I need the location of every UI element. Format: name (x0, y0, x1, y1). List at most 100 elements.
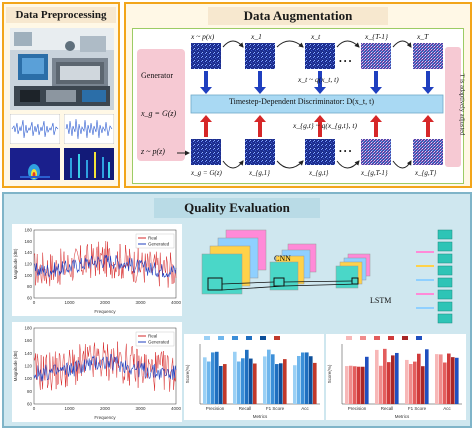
gen-label-T: x_{g,T} (415, 169, 437, 177)
dots-bottom: • • • (339, 147, 352, 156)
gen-tile-t (305, 139, 335, 165)
gen-tile-1 (245, 139, 275, 165)
spectrum-plot-real-vs-generated-1: 60 80 100 120 140 160 180 0 1000 2000 3000 4000 Freq… (12, 224, 182, 316)
legend-swatch (204, 336, 210, 340)
y-tick-label: 180 (24, 228, 32, 233)
generated-process-label: x_{g,t} ~ q(x_{g,t}, t) (293, 121, 357, 130)
legend-swatch (232, 336, 238, 340)
x-axis-label: Metrics (253, 414, 268, 419)
x-tick-label: 4000 (171, 300, 182, 305)
x-tick-label: 3000 (135, 300, 146, 305)
legend-swatch (388, 336, 394, 340)
metric-bar (387, 362, 391, 404)
gen-label-tm1: x_{g,T-1} (361, 169, 388, 177)
lab-equipment-photo (10, 28, 114, 110)
lstm-label: LSTM (370, 296, 392, 305)
y-axis-label: Magnitude (dB) (13, 248, 18, 279)
preprocessing-panel: Data Preprocessing (2, 2, 120, 188)
augmentation-title: Data Augmentation (208, 7, 388, 25)
real-label-t: x_t (311, 32, 321, 41)
augmentation-panel: Data Augmentation Generator x_g = G(z) z… (124, 2, 472, 188)
real-label-T: x_T (417, 32, 429, 41)
metric-bar (309, 356, 313, 404)
gen-label-t: x_{g,t} (309, 169, 329, 177)
y-tick-label: 80 (27, 284, 33, 289)
generated-trace (33, 354, 177, 382)
real-tile-t (305, 43, 335, 69)
gen-tile-T (413, 139, 443, 165)
x-axis-label: Frequency (94, 415, 116, 420)
metric-bar (211, 352, 215, 404)
waveform-thumbnail-1 (10, 114, 60, 144)
legend-real-label: Real (148, 236, 157, 241)
timestep-side-block (445, 47, 461, 167)
spectrogram-thumbnail-1 (10, 148, 60, 180)
metric-bar (375, 349, 379, 404)
metric-bar (383, 348, 387, 404)
metric-bar (379, 365, 383, 404)
metric-bar (275, 364, 279, 404)
metric-bar (305, 352, 309, 404)
metric-bar (425, 349, 429, 404)
real-label-0: x ~ p(x) (191, 32, 215, 41)
x-tick-label: 4000 (171, 406, 182, 411)
legend-generated-label: Generated (148, 242, 170, 247)
real-trace (33, 341, 177, 392)
y-tick-label: 140 (24, 351, 32, 356)
metric-bar (223, 364, 227, 404)
category-label: Precision (206, 406, 225, 411)
forward-process-label: x_t ~ q(x_t, t) (298, 75, 339, 84)
metric-bar (297, 355, 301, 404)
legend-swatch (374, 336, 380, 340)
generated-trace (33, 254, 177, 278)
legend-generated-label: Generated (148, 340, 170, 345)
x-axis-label: Metrics (395, 414, 410, 419)
gen-tile-0 (191, 139, 221, 165)
legend-real-label: Real (148, 334, 157, 339)
metric-bar (417, 353, 421, 404)
metric-bar (233, 351, 237, 404)
metric-bar (245, 349, 249, 404)
metric-bar (301, 352, 305, 404)
real-trace (33, 240, 177, 288)
metric-bar (249, 358, 253, 404)
y-tick-label: 60 (27, 402, 33, 407)
legend-swatch (416, 336, 422, 340)
category-label: Acc (443, 406, 451, 411)
cnn-lstm-diagram (201, 229, 453, 324)
metric-bar (237, 361, 241, 404)
category-label: Acc (301, 406, 309, 411)
metric-bar (421, 366, 425, 404)
metric-bar (203, 357, 207, 404)
discriminator-bar (190, 94, 444, 114)
quality-panel: Quality Evaluation 60 80 100 120 140 160 180 0 1… (2, 192, 472, 428)
y-tick-label: 180 (24, 326, 32, 331)
metric-bar (365, 356, 369, 404)
x-tick-label: 1000 (64, 406, 75, 411)
generator-label: Generator (141, 71, 173, 80)
legend-swatch (274, 336, 280, 340)
metric-bar (293, 365, 297, 404)
metric-bar (353, 366, 357, 404)
metric-bar (253, 363, 257, 404)
noise-equation: z ~ p(z) (141, 147, 165, 156)
dots-top: • • • (339, 57, 352, 66)
metric-bar (455, 357, 459, 404)
gen-label-1: x_{g,1} (249, 169, 270, 177)
real-tile-0 (191, 43, 221, 69)
x-tick-label: 2000 (100, 300, 111, 305)
y-tick-label: 140 (24, 250, 32, 255)
metric-bar (349, 365, 353, 404)
y-tick-label: 100 (24, 273, 32, 278)
metric-bar (405, 359, 409, 404)
metric-bar (345, 366, 349, 404)
metrics-bar-chart-1: Score(%) Precision Recall F1 Score Acc Metric… (184, 334, 324, 420)
y-axis-label: Magnitude (dB) (13, 350, 18, 381)
real-label-tm1: x_{T-1} (365, 32, 388, 41)
legend-swatch (360, 336, 366, 340)
real-label-1: x_1 (251, 32, 262, 41)
cnn-label: CNN (274, 254, 291, 263)
generator-block (137, 49, 185, 161)
metric-bar (447, 353, 451, 404)
x-tick-label: 2000 (100, 406, 111, 411)
